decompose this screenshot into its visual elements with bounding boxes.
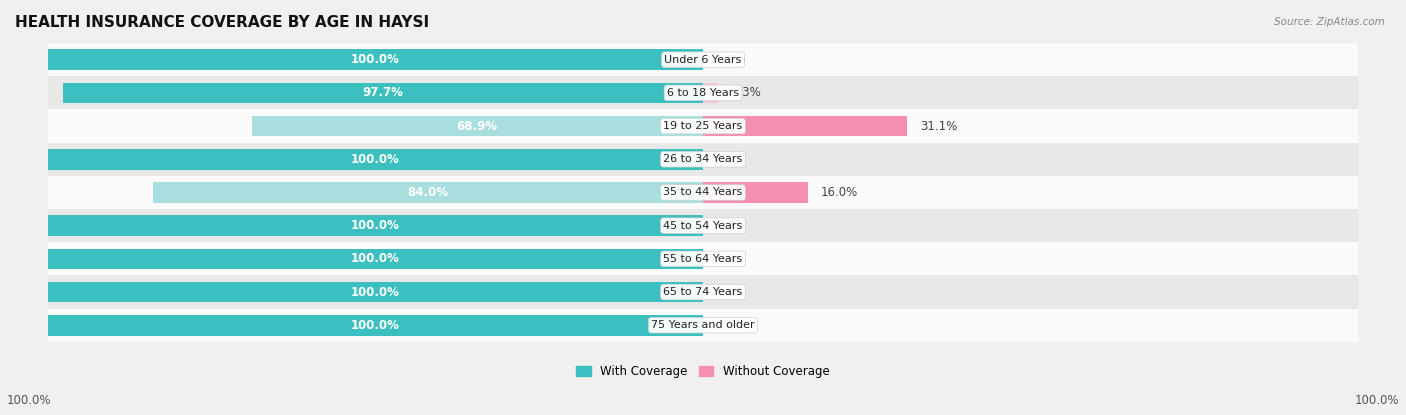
Text: 100.0%: 100.0%: [352, 252, 399, 265]
Bar: [48, 149, 703, 170]
Text: 55 to 64 Years: 55 to 64 Years: [664, 254, 742, 264]
Text: 2.3%: 2.3%: [731, 86, 761, 99]
Text: 100.0%: 100.0%: [1354, 394, 1399, 407]
Text: 16.0%: 16.0%: [821, 186, 858, 199]
Text: 0.0%: 0.0%: [716, 153, 745, 166]
Bar: [48, 43, 1358, 76]
Bar: [48, 282, 703, 303]
Bar: [48, 315, 703, 335]
Text: 100.0%: 100.0%: [352, 319, 399, 332]
Text: HEALTH INSURANCE COVERAGE BY AGE IN HAYSI: HEALTH INSURANCE COVERAGE BY AGE IN HAYS…: [15, 15, 429, 30]
Bar: [63, 83, 703, 103]
Text: 0.0%: 0.0%: [716, 252, 745, 265]
Bar: [48, 209, 1358, 242]
Text: Source: ZipAtlas.com: Source: ZipAtlas.com: [1274, 17, 1385, 27]
Bar: [703, 182, 808, 203]
Bar: [48, 110, 1358, 143]
Text: 97.7%: 97.7%: [363, 86, 404, 99]
Bar: [703, 116, 907, 137]
Bar: [48, 309, 1358, 342]
Text: 100.0%: 100.0%: [352, 286, 399, 298]
Text: 19 to 25 Years: 19 to 25 Years: [664, 121, 742, 131]
Bar: [48, 276, 1358, 309]
Bar: [48, 76, 1358, 110]
Text: 0.0%: 0.0%: [716, 53, 745, 66]
Text: 100.0%: 100.0%: [7, 394, 52, 407]
Text: 100.0%: 100.0%: [352, 219, 399, 232]
Text: 6 to 18 Years: 6 to 18 Years: [666, 88, 740, 98]
Bar: [48, 215, 703, 236]
Bar: [252, 116, 703, 137]
Bar: [48, 249, 703, 269]
Text: 0.0%: 0.0%: [716, 286, 745, 298]
Text: Under 6 Years: Under 6 Years: [665, 55, 741, 65]
Text: 65 to 74 Years: 65 to 74 Years: [664, 287, 742, 297]
Legend: With Coverage, Without Coverage: With Coverage, Without Coverage: [576, 365, 830, 378]
Text: 35 to 44 Years: 35 to 44 Years: [664, 188, 742, 198]
Text: 26 to 34 Years: 26 to 34 Years: [664, 154, 742, 164]
Bar: [48, 143, 1358, 176]
Text: 31.1%: 31.1%: [920, 120, 957, 132]
Bar: [48, 176, 1358, 209]
Text: 100.0%: 100.0%: [352, 153, 399, 166]
Text: 45 to 54 Years: 45 to 54 Years: [664, 221, 742, 231]
Bar: [48, 242, 1358, 276]
Text: 0.0%: 0.0%: [716, 219, 745, 232]
Text: 84.0%: 84.0%: [408, 186, 449, 199]
Text: 68.9%: 68.9%: [457, 120, 498, 132]
Bar: [48, 49, 703, 70]
Text: 75 Years and older: 75 Years and older: [651, 320, 755, 330]
Text: 100.0%: 100.0%: [352, 53, 399, 66]
Bar: [153, 182, 703, 203]
Text: 0.0%: 0.0%: [716, 319, 745, 332]
Bar: [703, 83, 718, 103]
